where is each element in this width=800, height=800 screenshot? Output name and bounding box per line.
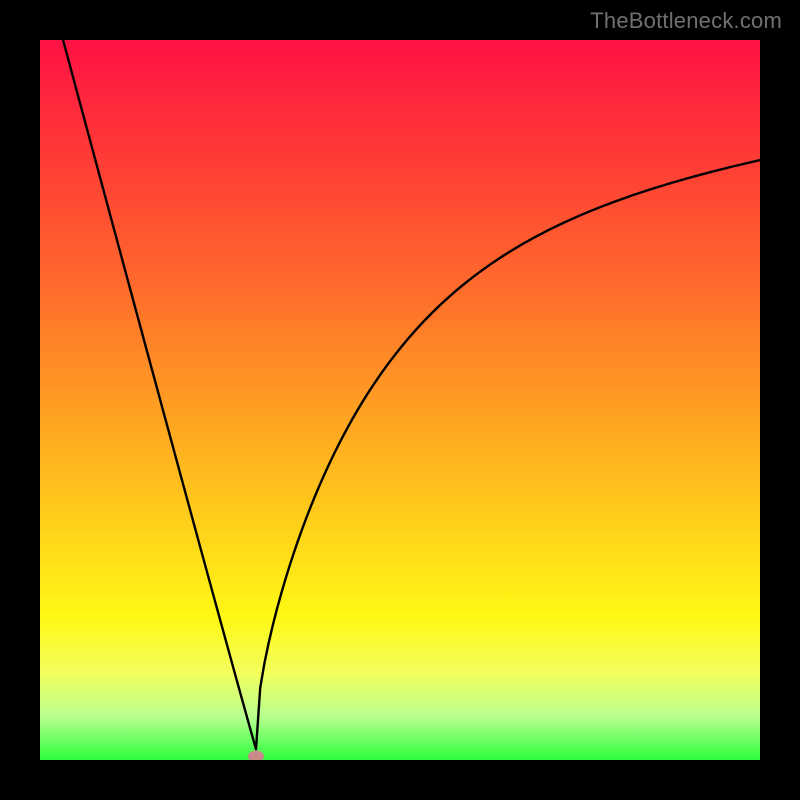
plot-frame xyxy=(40,40,760,760)
gradient-background xyxy=(40,40,760,760)
watermark-text: TheBottleneck.com xyxy=(590,8,782,34)
gradient-chart-svg xyxy=(40,40,760,760)
